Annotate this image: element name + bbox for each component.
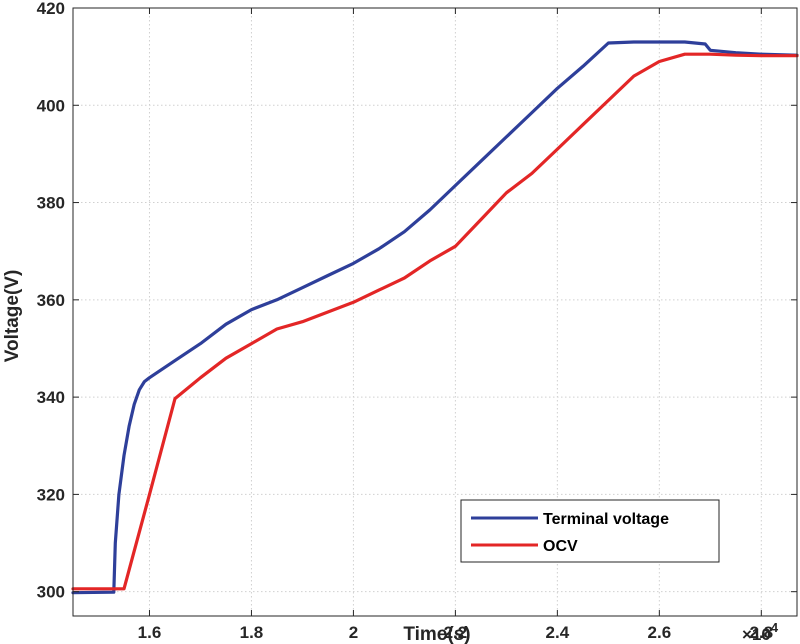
x-tick-label: 2.2 — [444, 623, 468, 642]
y-axis-label: Voltage(V) — [2, 270, 23, 363]
legend-label-ocv: OCV — [543, 538, 578, 555]
x-tick-label: 1.8 — [240, 623, 264, 642]
y-tick-label: 360 — [37, 291, 65, 310]
x-tick-label: 2 — [349, 623, 358, 642]
x-axis-exponent-base: ×10 — [742, 625, 771, 644]
plot-frame — [72, 7, 798, 617]
y-axis-ticks: 300 320 340 360 380 400 420 — [37, 0, 797, 602]
x-tick-label: 1.6 — [138, 623, 162, 642]
y-tick-label: 420 — [37, 0, 65, 18]
x-tick-label: 2.6 — [648, 623, 672, 642]
legend-box — [460, 499, 720, 563]
y-tick-label: 300 — [37, 583, 65, 602]
x-tick-label: 2.8 — [749, 623, 773, 642]
grid — [73, 7, 797, 616]
y-tick-label: 320 — [37, 485, 65, 504]
legend: Terminal voltage OCV — [460, 499, 720, 563]
x-axis-ticks: 1.6 1.8 2 2.2 2.4 2.6 2.8 — [138, 8, 773, 642]
series-layer — [71, 40, 799, 595]
legend-label-terminal-voltage: Terminal voltage — [543, 511, 669, 528]
y-tick-label: 340 — [37, 388, 65, 407]
x-axis-label: Time(s) — [403, 624, 470, 644]
x-tick-label: 2.4 — [546, 623, 570, 642]
y-tick-label: 400 — [37, 96, 65, 115]
y-tick-label: 380 — [37, 194, 65, 213]
series-line-terminal-voltage — [71, 40, 799, 595]
series-line-ocv — [71, 52, 799, 591]
x-axis-exponent-power: 4 — [771, 620, 779, 635]
x-axis-exponent: ×104 — [742, 620, 779, 644]
